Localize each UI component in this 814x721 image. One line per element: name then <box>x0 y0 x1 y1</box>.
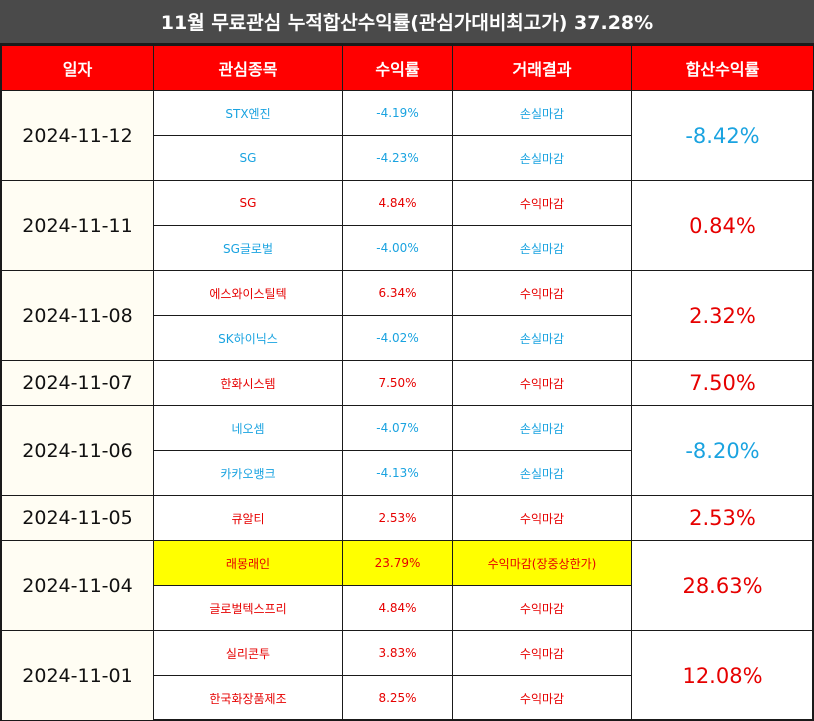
date-cell: 2024-11-11 <box>1 180 154 271</box>
header-row: 일자 관심종목 수익률 거래결과 합산수익률 <box>1 45 814 91</box>
result-cell: 손실마감 <box>452 405 632 451</box>
table-row: SG글로벌 -4.00% 손실마감 <box>2 225 814 271</box>
stock-cell: 카카오뱅크 <box>153 450 343 496</box>
table-row: 2024-11-05 큐알티 2.53% 수익마감 2.53% <box>1 495 814 541</box>
stock-cell: SK하이닉스 <box>153 315 343 361</box>
stock-cell: 한국화장품제조 <box>153 675 343 721</box>
header-rate: 수익률 <box>342 45 453 91</box>
rate-cell: 4.84% <box>342 180 453 226</box>
result-cell: 수익마감 <box>452 180 632 226</box>
rate-cell: 7.50% <box>342 360 453 406</box>
rate-cell: 2.53% <box>342 495 453 541</box>
stock-cell: 큐알티 <box>153 495 343 541</box>
stock-cell: 한화시스템 <box>153 360 343 406</box>
date-cell: 2024-11-06 <box>1 405 154 496</box>
table-row: SG -4.23% 손실마감 <box>2 135 814 181</box>
rate-cell: -4.07% <box>342 405 453 451</box>
stock-cell: SG글로벌 <box>153 225 343 271</box>
result-cell: 손실마감 <box>452 90 632 136</box>
stock-cell: 실리콘투 <box>153 630 343 676</box>
result-cell: 수익마감 <box>452 270 632 316</box>
stock-cell: 에스와이스틸텍 <box>153 270 343 316</box>
table-row: 카카오뱅크 -4.13% 손실마감 <box>2 450 814 496</box>
result-cell: 손실마감 <box>452 315 632 361</box>
stock-cell: SG <box>153 180 343 226</box>
total-cell: 0.84% <box>631 180 814 271</box>
total-cell: 2.32% <box>631 270 814 361</box>
table-row: 2024-11-08 에스와이스틸텍 6.34% 수익마감 2.32% <box>1 270 814 361</box>
returns-table: 일자 관심종목 수익률 거래결과 합산수익률 2024-11-12 STX엔진 … <box>1 45 814 721</box>
total-cell: 28.63% <box>631 540 814 631</box>
header-date: 일자 <box>1 45 154 91</box>
date-cell: 2024-11-04 <box>1 540 154 631</box>
header-result: 거래결과 <box>452 45 632 91</box>
table-row: 2024-11-01 실리콘투 3.83% 수익마감 12.08% <box>1 630 814 721</box>
table-row: 2024-11-07 한화시스템 7.50% 수익마감 7.50% <box>1 360 814 406</box>
table-row: 2024-11-04 래몽래인 23.79% 수익마감(장중상한가) 28.63… <box>1 540 814 631</box>
rate-cell: 4.84% <box>342 585 453 631</box>
rate-cell: 3.83% <box>342 630 453 676</box>
stock-cell: 래몽래인 <box>153 540 343 586</box>
rate-cell: -4.00% <box>342 225 453 271</box>
result-cell: 수익마감 <box>452 630 632 676</box>
total-cell: -8.42% <box>631 90 814 181</box>
result-cell: 수익마감(장중상한가) <box>452 540 632 586</box>
result-cell: 수익마감 <box>452 360 632 406</box>
stock-cell: STX엔진 <box>153 90 343 136</box>
result-cell: 손실마감 <box>452 450 632 496</box>
table-row: 2024-11-12 STX엔진 -4.19% 손실마감 -8.42% <box>1 90 814 181</box>
stock-cell: 글로벌텍스프리 <box>153 585 343 631</box>
rate-cell: -4.19% <box>342 90 453 136</box>
total-cell: 7.50% <box>631 360 814 406</box>
total-cell: 2.53% <box>631 495 814 541</box>
date-cell: 2024-11-05 <box>1 495 154 541</box>
result-cell: 손실마감 <box>452 225 632 271</box>
table-row: 한국화장품제조 8.25% 수익마감 <box>2 675 814 721</box>
rate-cell: -4.23% <box>342 135 453 181</box>
total-cell: 12.08% <box>631 630 814 721</box>
rate-cell: -4.13% <box>342 450 453 496</box>
header-stock: 관심종목 <box>153 45 343 91</box>
date-cell: 2024-11-12 <box>1 90 154 181</box>
result-cell: 수익마감 <box>452 495 632 541</box>
table-row: 글로벌텍스프리 4.84% 수익마감 <box>2 585 814 631</box>
rate-cell: 8.25% <box>342 675 453 721</box>
rate-cell: -4.02% <box>342 315 453 361</box>
stock-cell: 네오셈 <box>153 405 343 451</box>
header-total: 합산수익률 <box>631 45 814 91</box>
page-title: 11월 무료관심 누적합산수익률(관심가대비최고가) 37.28% <box>0 0 814 45</box>
total-cell: -8.20% <box>631 405 814 496</box>
result-cell: 손실마감 <box>452 135 632 181</box>
date-cell: 2024-11-07 <box>1 360 154 406</box>
date-cell: 2024-11-08 <box>1 270 154 361</box>
result-cell: 수익마감 <box>452 585 632 631</box>
table-row: 2024-11-11 SG 4.84% 수익마감 0.84% <box>1 180 814 271</box>
result-cell: 수익마감 <box>452 675 632 721</box>
rate-cell: 23.79% <box>342 540 453 586</box>
stock-cell: SG <box>153 135 343 181</box>
rate-cell: 6.34% <box>342 270 453 316</box>
table-row: 2024-11-06 네오셈 -4.07% 손실마감 -8.20% <box>1 405 814 496</box>
date-cell: 2024-11-01 <box>1 630 154 721</box>
table-row: SK하이닉스 -4.02% 손실마감 <box>2 315 814 361</box>
